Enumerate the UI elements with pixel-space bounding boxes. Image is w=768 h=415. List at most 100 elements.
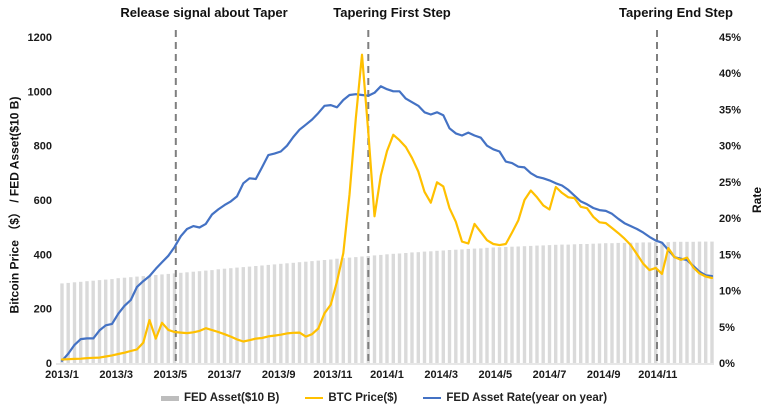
fed-asset-bar	[254, 266, 258, 363]
fed-asset-bar	[204, 270, 208, 363]
x-tick-label: 2014/11	[638, 369, 677, 381]
fed-asset-bar	[391, 253, 395, 363]
fed-asset-bar	[697, 241, 702, 363]
x-tick-label: 2014/7	[533, 369, 567, 381]
y-right-tick-label: 40%	[719, 68, 741, 80]
y-left-tick-label: 1000	[28, 86, 52, 98]
y-left-tick-label: 200	[34, 304, 52, 316]
fed-asset-bar	[297, 262, 302, 363]
fed-asset-bar	[535, 245, 539, 363]
fed-asset-bar	[460, 249, 464, 363]
fed-asset-bar	[635, 242, 639, 363]
legend-item-fed-asset: FED Asset($10 B)	[160, 392, 279, 404]
fed-asset-bar	[654, 242, 658, 363]
fed-asset-bar	[441, 250, 445, 363]
fed-asset-bar	[66, 282, 70, 363]
y-right-tick-label: 0%	[719, 358, 735, 370]
x-tick-label: 2014/9	[587, 369, 621, 381]
fed-asset-bar	[529, 245, 533, 363]
fed-asset-bar	[666, 242, 670, 363]
fed-asset-bar	[179, 272, 183, 363]
fed-asset-bar	[222, 268, 227, 363]
fed-asset-bar	[660, 242, 664, 363]
fed-asset-bar	[566, 244, 570, 363]
fed-asset-bar	[341, 258, 345, 363]
x-tick-label: 2013/1	[45, 369, 79, 381]
fed-asset-bar	[491, 247, 495, 363]
left-axis-title: Bitcoin Price （$） / FED Asset($10 B)	[7, 96, 22, 314]
y-left-tick-label: 1200	[28, 32, 52, 44]
x-tick-label: 2013/3	[99, 369, 133, 381]
y-right-tick-label: 45%	[719, 32, 741, 44]
annotation-release-signal: Release signal about Taper	[120, 5, 288, 20]
fed-asset-bar	[641, 242, 645, 363]
fed-asset-bar	[154, 275, 158, 363]
y-left-tick-label: 400	[34, 249, 52, 261]
fed-asset-bar	[197, 271, 202, 363]
fed-asset-bar	[685, 241, 689, 363]
y-right-tick-label: 30%	[719, 141, 741, 153]
fed-asset-bar	[404, 253, 408, 363]
fed-asset-bar	[60, 283, 64, 363]
fed-asset-bar	[110, 279, 114, 363]
y-right-tick-label: 25%	[719, 177, 741, 189]
legend-label-btc-price: BTC Price($)	[328, 392, 398, 404]
fed-rate-swatch	[423, 396, 442, 400]
btc-price-line	[60, 53, 714, 361]
y-right-tick-label: 35%	[719, 104, 741, 116]
fed-asset-bar	[379, 254, 383, 363]
fed-asset-bar	[472, 248, 477, 363]
fed-asset-bar	[704, 241, 708, 363]
fed-asset-bar	[122, 277, 127, 363]
fed-asset-bar	[85, 281, 89, 363]
fed-asset-bar	[235, 267, 239, 363]
fed-asset-bar	[185, 272, 189, 363]
fed-asset-bar	[429, 251, 433, 363]
fed-asset-bar	[241, 267, 245, 363]
fed-asset-bar	[291, 262, 295, 363]
fed-rate-line	[60, 85, 714, 362]
fed-asset-bar	[260, 265, 264, 363]
fed-asset-bar	[354, 257, 358, 363]
btc-price-swatch	[305, 396, 324, 400]
fed-asset-bar	[316, 260, 320, 363]
fed-asset-bar	[597, 243, 602, 363]
fed-asset-bar	[335, 258, 339, 363]
fed-asset-bar	[97, 280, 102, 363]
legend: FED Asset($10 B) BTC Price($) FED Asset …	[0, 392, 768, 404]
fed-asset-bar	[116, 278, 120, 363]
fed-asset-bar	[135, 276, 139, 363]
y-right-tick-label: 10%	[719, 286, 741, 298]
fed-asset-bar	[416, 252, 420, 363]
y-right-tick-label: 5%	[719, 322, 735, 334]
x-tick-label: 2014/5	[478, 369, 512, 381]
fed-asset-bar	[629, 242, 633, 363]
fed-asset-bar	[604, 243, 608, 363]
fed-asset-bars	[60, 241, 714, 363]
fed-asset-bar	[710, 241, 714, 363]
fed-asset-bar	[266, 264, 270, 363]
fed-asset-swatch	[160, 395, 179, 401]
fed-asset-bar	[279, 263, 283, 363]
legend-item-fed-rate: FED Asset Rate(year on year)	[423, 392, 607, 404]
fed-asset-bar	[91, 280, 95, 363]
fed-asset-bar	[422, 251, 427, 363]
fed-asset-bar	[310, 261, 314, 363]
fed-asset-bar	[304, 261, 308, 363]
fed-asset-bar	[547, 245, 552, 363]
y-left-tick-label: 600	[34, 195, 52, 207]
fed-asset-bar	[435, 250, 439, 363]
fed-asset-bar	[216, 269, 220, 363]
x-tick-label: 2014/3	[424, 369, 458, 381]
fed-asset-bar	[479, 248, 483, 363]
fed-asset-bar	[691, 241, 695, 363]
fed-asset-bar	[210, 270, 214, 363]
fed-asset-bar	[397, 253, 402, 363]
fed-asset-bar	[579, 244, 583, 363]
fed-asset-bar	[585, 244, 589, 363]
y-right-tick-label: 15%	[719, 249, 741, 261]
fed-asset-bar	[172, 273, 177, 363]
fed-asset-bar	[497, 247, 502, 363]
fed-asset-bar	[247, 266, 252, 363]
